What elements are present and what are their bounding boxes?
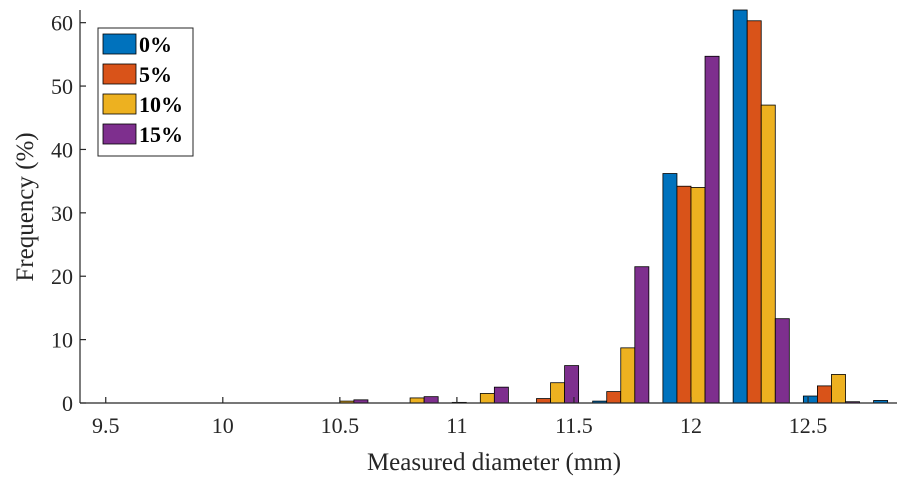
bar-15pct-10.8 — [423, 396, 439, 404]
bar-10pct-11.7 — [620, 347, 636, 404]
x-tick-label: 11.5 — [555, 413, 593, 438]
tick-labels-layer: 9.5 10 10.5 11 11.5 12 12.5 0 10 20 30 40 50 60 — [51, 11, 827, 438]
bar-5pct-12 — [676, 185, 692, 404]
legend: 0% 5% 10% 15% — [97, 27, 194, 157]
x-tick-label: 10.5 — [321, 413, 360, 438]
x-tick-label: 9.5 — [92, 413, 120, 438]
bar-15pct-11.4 — [564, 365, 580, 404]
bar-15pct-12 — [704, 55, 720, 404]
bar-0pct-12.6 — [802, 395, 818, 404]
bar-10pct-11.1 — [479, 393, 495, 404]
x-tick-label: 10 — [212, 413, 234, 438]
bar-5pct-12.6 — [817, 385, 832, 404]
y-tick-label: 0 — [62, 391, 73, 416]
bar-10pct-10.8 — [409, 397, 425, 404]
bar-0pct-12 — [662, 173, 678, 404]
y-tick-label: 10 — [51, 328, 73, 353]
legend-swatch — [102, 33, 137, 55]
y-axis-label: Frequency (%) — [12, 132, 39, 281]
y-tick-label: 50 — [51, 74, 73, 99]
bar-15pct-11.1 — [493, 386, 509, 404]
x-tick-label: 12 — [680, 413, 702, 438]
bars-layer — [339, 9, 889, 404]
legend-label: 5% — [139, 62, 172, 87]
legend-swatch — [102, 63, 137, 85]
y-tick-label: 40 — [51, 137, 73, 162]
legend-swatch — [102, 123, 137, 145]
y-tick-label: 30 — [51, 201, 73, 226]
y-tick-label: 60 — [51, 11, 73, 36]
bar-10pct-12 — [690, 187, 706, 404]
axes-layer — [79, 10, 897, 404]
legend-label: 0% — [139, 32, 172, 57]
bar-5pct-11.4 — [536, 398, 551, 404]
bar-15pct-12.3 — [774, 318, 790, 404]
bar-5pct-12.3 — [746, 20, 762, 404]
legend-swatch — [102, 93, 137, 115]
bar-10pct-12.3 — [760, 104, 776, 404]
legend-label: 10% — [139, 92, 183, 117]
bar-5pct-11.7 — [606, 391, 622, 404]
bar-10pct-11.4 — [550, 382, 565, 404]
bar-15pct-11.7 — [634, 266, 650, 404]
x-tick-label: 12.5 — [789, 413, 828, 438]
y-tick-label: 20 — [51, 264, 73, 289]
x-tick-label: 11 — [446, 413, 467, 438]
x-axis-label: Measured diameter (mm) — [367, 449, 621, 476]
bar-0pct-12.3 — [732, 9, 748, 404]
legend-label: 15% — [139, 122, 183, 147]
bar-10pct-12.6 — [831, 374, 846, 404]
